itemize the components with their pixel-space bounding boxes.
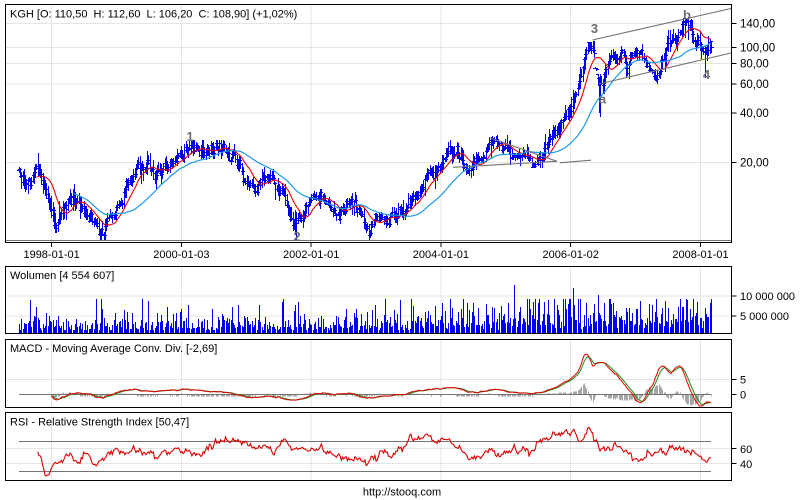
svg-text:2004-01-01: 2004-01-01 xyxy=(413,249,469,261)
svg-text:10 000 000: 10 000 000 xyxy=(740,291,795,303)
svg-text:5 000 000: 5 000 000 xyxy=(740,311,789,323)
svg-text:KGH [O: 110,50 H: 112,60 L:: KGH [O: 110,50 H: 112,60 L: 106,20 C: 10… xyxy=(10,9,297,21)
svg-text:http://stooq.com: http://stooq.com xyxy=(363,487,441,499)
svg-text:60,00: 60,00 xyxy=(740,79,769,91)
svg-text:2008-01-01: 2008-01-01 xyxy=(672,249,728,261)
svg-text:4: 4 xyxy=(703,67,711,82)
svg-text:2: 2 xyxy=(293,229,300,244)
svg-text:80,00: 80,00 xyxy=(740,59,769,71)
svg-text:2006-01-02: 2006-01-02 xyxy=(543,249,599,261)
svg-text:100,00: 100,00 xyxy=(740,43,775,55)
svg-text:40,00: 40,00 xyxy=(740,108,769,120)
svg-text:5: 5 xyxy=(740,375,746,387)
svg-text:1: 1 xyxy=(186,129,193,144)
svg-text:40: 40 xyxy=(740,459,752,471)
svg-text:1998-01-01: 1998-01-01 xyxy=(23,249,79,261)
svg-text:Wolumen [4 554 607]: Wolumen [4 554 607] xyxy=(10,270,114,282)
svg-text:3: 3 xyxy=(591,21,598,36)
svg-text:0: 0 xyxy=(740,390,746,402)
svg-text:20,00: 20,00 xyxy=(740,158,769,170)
svg-text:60: 60 xyxy=(740,444,752,456)
svg-text:2000-01-03: 2000-01-03 xyxy=(153,249,209,261)
svg-text:140,00: 140,00 xyxy=(740,19,775,31)
svg-text:2002-01-01: 2002-01-01 xyxy=(283,249,339,261)
svg-text:a: a xyxy=(599,92,607,107)
svg-text:b: b xyxy=(683,8,691,23)
svg-text:RSI - Relative Strength Index: RSI - Relative Strength Index [50,47] xyxy=(10,417,189,429)
svg-text:MACD - Moving Average Conv. Di: MACD - Moving Average Conv. Div. [-2,69] xyxy=(10,343,217,355)
